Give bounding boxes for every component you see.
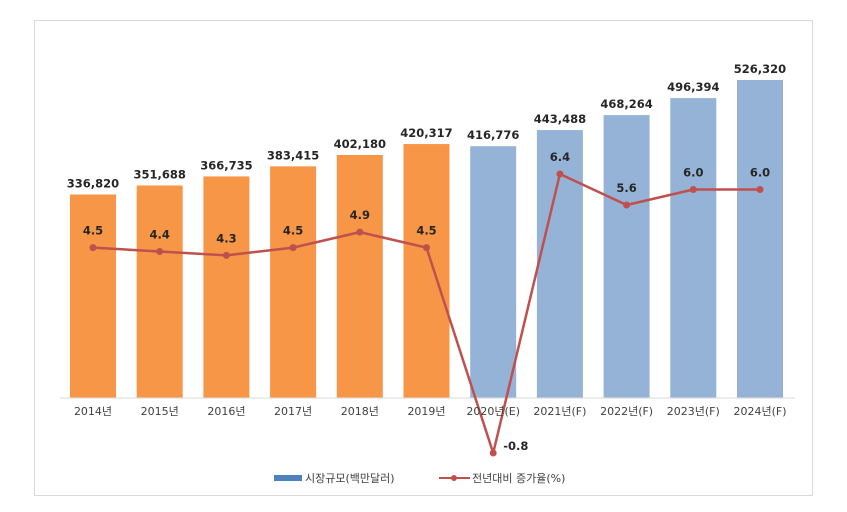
category-label: 2018년 (341, 405, 379, 418)
bar-value-label: 351,688 (134, 168, 186, 182)
data-labels: 336,820 351,688 366,735 383,415 402,180 420,3… (67, 62, 786, 453)
line-point (423, 244, 430, 252)
line-point (89, 244, 97, 252)
legend-label-bar: 시장규모(백만달러) (305, 472, 395, 485)
line-value-label: 4.5 (83, 224, 103, 238)
line-point (756, 186, 764, 193)
line-value-label: 4.5 (283, 224, 303, 238)
category-label: 2022년(F) (600, 405, 653, 418)
line-point (222, 251, 230, 259)
line-point (556, 170, 564, 178)
bar-series (70, 80, 783, 399)
bar-value-label: 468,264 (600, 97, 652, 111)
bar (270, 166, 317, 398)
category-labels: 2014년 2015년 2016년 2017년 2018년 2019년 2020년(E) 20… (74, 405, 787, 418)
bar-value-label: 366,735 (200, 158, 252, 172)
category-label: 2023년(F) (667, 405, 720, 418)
line-point (689, 186, 697, 193)
category-label: 2020년(E) (466, 405, 520, 418)
legend: 시장규모(백만달러) 전년대비 증가율(%) (274, 472, 565, 485)
bar-value-label: 526,320 (734, 62, 786, 76)
bar (70, 194, 116, 398)
bar-value-label: 383,415 (267, 148, 319, 162)
line-value-label: -0.8 (503, 439, 528, 453)
category-label: 2017년 (274, 405, 312, 418)
bar-value-label: 416,776 (467, 128, 519, 142)
bar (670, 98, 717, 398)
bar (536, 130, 583, 398)
line-point (289, 244, 297, 252)
growth-line-series (89, 170, 764, 457)
line-point (623, 201, 631, 209)
bar (203, 176, 250, 398)
line-point (356, 228, 364, 236)
line-point (156, 248, 164, 255)
category-label: 2014년 (74, 405, 112, 418)
bar-value-label: 443,488 (534, 112, 586, 126)
line-value-label: 6.4 (550, 150, 570, 164)
legend-swatch-bar (274, 475, 302, 481)
category-label: 2015년 (141, 405, 179, 418)
bar-value-label: 402,180 (334, 137, 386, 151)
bar-value-label: 336,820 (67, 176, 119, 190)
line-point (489, 449, 497, 457)
bar (470, 146, 517, 398)
bar-value-label: 420,317 (400, 126, 452, 140)
line-value-label: 6.0 (750, 166, 770, 180)
bar (603, 115, 650, 399)
line-value-label: 4.3 (216, 231, 236, 245)
bar (403, 144, 450, 398)
bar (336, 155, 383, 398)
category-label: 2024년(F) (733, 405, 786, 418)
legend-label-line: 전년대비 증가율(%) (472, 472, 565, 485)
category-label: 2021년(F) (533, 405, 586, 418)
line-value-label: 6.0 (683, 166, 703, 180)
category-label: 2019년 (407, 405, 445, 418)
line-value-label: 4.9 (350, 208, 370, 222)
line-value-label: 4.4 (150, 228, 170, 242)
bar (136, 185, 183, 398)
category-label: 2016년 (207, 405, 245, 418)
bar-value-label: 496,394 (667, 80, 719, 94)
bar (737, 80, 783, 398)
line-value-label: 5.6 (616, 181, 636, 195)
line-value-label: 4.5 (416, 224, 436, 238)
legend-swatch-marker (451, 475, 457, 481)
